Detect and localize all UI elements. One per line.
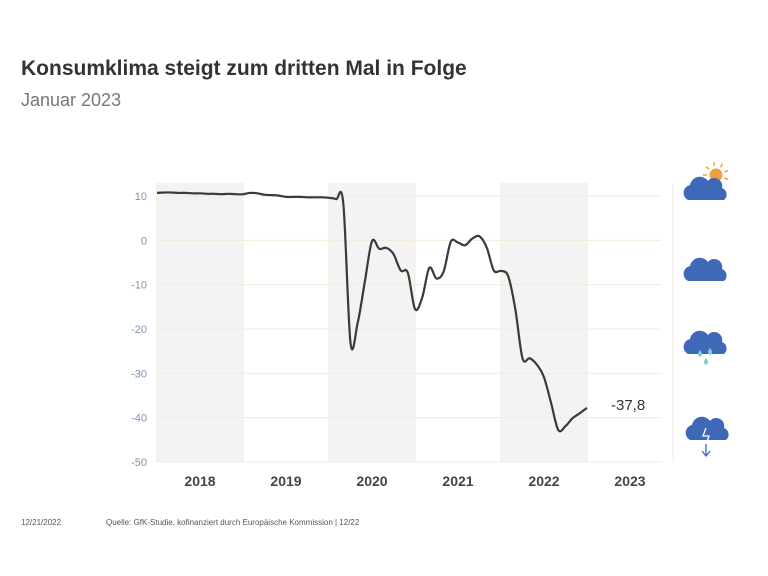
y-tick-label: 10 <box>135 191 147 203</box>
raindrops-icon <box>698 348 712 365</box>
end-value-label: -37,8 <box>611 397 645 414</box>
y-tick-label: 0 <box>141 235 147 247</box>
y-tick-label: -50 <box>131 457 147 469</box>
x-tick-label: 2023 <box>614 473 645 489</box>
year-band-2018 <box>157 183 243 462</box>
lightning-arrow-icon <box>701 427 711 458</box>
y-tick-label: -30 <box>131 368 147 380</box>
cloud-icon <box>683 257 727 281</box>
series-line <box>156 190 588 433</box>
y-tick-label: -20 <box>131 324 147 336</box>
x-tick-label: 2020 <box>356 473 387 489</box>
cloud-icon <box>683 176 727 200</box>
rain-cloud-icon <box>683 330 727 354</box>
chart-subtitle: Januar 2023 <box>21 90 122 110</box>
footer-date: 12/21/2022 <box>21 518 62 527</box>
storm-cloud-icon <box>685 416 729 440</box>
x-tick-label: 2021 <box>442 473 473 489</box>
footer-source: Quelle: GfK-Studie, kofinanziert durch E… <box>106 518 360 527</box>
y-tick-label: -10 <box>131 280 147 292</box>
x-tick-label: 2019 <box>270 473 301 489</box>
year-band-2022 <box>501 183 587 462</box>
chart-title: Konsumklima steigt zum dritten Mal in Fo… <box>21 57 467 80</box>
y-tick-label: -40 <box>131 413 147 425</box>
year-band-2020 <box>329 183 415 462</box>
x-tick-label: 2018 <box>184 473 215 489</box>
x-tick-label: 2022 <box>528 473 559 489</box>
